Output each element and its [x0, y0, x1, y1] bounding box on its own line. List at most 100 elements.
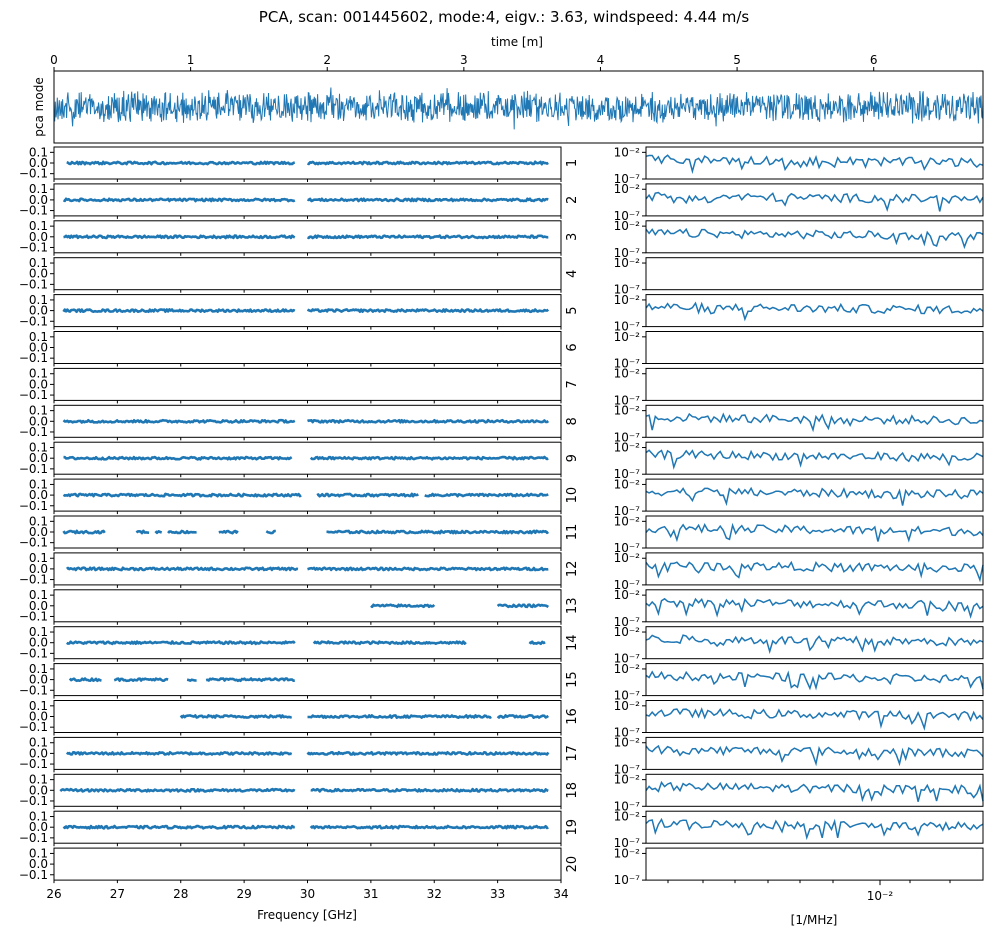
feed-left-frame [53, 183, 562, 217]
feed-row-4: 0.10.0−0.1 4 10⁻² 10⁻⁷ [19, 256, 984, 297]
spectrum-ytick-label: 10⁻⁷ [614, 762, 641, 776]
spectrum-line [645, 817, 984, 841]
feed-segment [528, 640, 546, 646]
feed-right-frame [645, 404, 984, 438]
feed-label: 16 [565, 708, 580, 725]
feed-left-frame [53, 441, 562, 475]
spectrum-line [645, 191, 984, 212]
feed-right-frame [645, 294, 984, 328]
feed-ytick-label: −0.1 [19, 351, 48, 365]
feed-segment [179, 714, 292, 719]
feed-segment [59, 787, 296, 793]
feed-segment [62, 492, 302, 498]
spectrum-ytick-label: 10⁻² [614, 367, 641, 381]
spectrum-ytick-label: 10⁻² [614, 145, 641, 159]
feed-ytick-label: −0.1 [19, 646, 48, 660]
feed-ytick-label: −0.1 [19, 757, 48, 771]
feed-ytick-label: 0.0 [29, 304, 48, 318]
spectrum-ytick-label: 10⁻⁷ [614, 283, 641, 297]
feed-left-frame [53, 810, 562, 844]
feed-segment [68, 677, 102, 683]
feed-ytick-label: 0.1 [29, 293, 48, 307]
feed-segment [113, 677, 169, 683]
feed-right-frame [645, 773, 984, 807]
feed-ytick-label: 0.0 [29, 746, 48, 760]
left-xtick-label: 34 [553, 887, 568, 901]
feed-segment [65, 751, 293, 756]
feed-row-8: 0.10.0−0.1 8 10⁻² 10⁻⁷ [19, 404, 984, 444]
feed-right-frame [645, 515, 984, 549]
feed-ytick-label: 0.1 [29, 182, 48, 196]
feed-label: 12 [565, 561, 580, 578]
feed-right-frame [645, 441, 984, 475]
feed-ytick-label: −0.1 [19, 425, 48, 439]
feed-segment [306, 234, 549, 240]
feed-segment [66, 160, 295, 166]
spectrum-ytick-label: 10⁻⁷ [614, 726, 641, 740]
spectrum-ytick-label: 10⁻⁷ [614, 873, 641, 887]
feed-segment [496, 603, 550, 609]
feed-ytick-label: 0.1 [29, 662, 48, 676]
top-panel-frame [53, 70, 984, 144]
spectrum-line [645, 634, 984, 655]
feed-ytick-label: −0.1 [19, 794, 48, 808]
spectrum-ytick-label: 10⁻² [614, 662, 641, 676]
feed-ytick-label: 0.0 [29, 156, 48, 170]
feed-label: 20 [565, 856, 580, 873]
feed-left-frame [53, 589, 562, 623]
feed-ytick-label: 0.1 [29, 367, 48, 381]
feed-ytick-label: −0.1 [19, 314, 48, 328]
left-xtick-label: 29 [236, 887, 251, 901]
feed-label: 1 [565, 159, 580, 167]
feed-row-14: 0.10.0−0.1 14 10⁻² 10⁻⁷ [19, 625, 984, 666]
feed-ytick-label: 0.0 [29, 783, 48, 797]
feed-segment [205, 677, 295, 683]
feed-label: 4 [565, 270, 580, 278]
spectrum-ytick-label: 10⁻² [614, 330, 641, 344]
feed-label: 10 [565, 487, 580, 504]
feed-label: 9 [565, 454, 580, 462]
feed-segment [154, 530, 163, 535]
feed-panels: 0.10.0−0.1110⁻²10⁻⁷0.10.0−0.1210⁻²10⁻⁷0.… [19, 145, 984, 887]
feed-ytick-label: 0.0 [29, 857, 48, 871]
feed-row-7: 0.10.0−0.1 7 10⁻² 10⁻⁷ [19, 367, 984, 407]
feed-row-15: 0.10.0−0.1 15 10⁻² 10⁻⁷ [19, 662, 984, 703]
feed-ytick-label: 0.1 [29, 810, 48, 824]
feed-left-frame [53, 404, 562, 438]
feed-ytick-label: 0.0 [29, 525, 48, 539]
spectrum-line [645, 301, 984, 322]
top-panel-series [53, 87, 984, 130]
left-xtick-label: 30 [300, 887, 315, 901]
feed-segment [306, 750, 550, 756]
feed-ytick-label: −0.1 [19, 868, 48, 882]
top-panel-ylabel: pca mode [32, 77, 46, 136]
feed-ytick-label: −0.1 [19, 240, 48, 254]
feed-ytick-label: −0.1 [19, 462, 48, 476]
feed-ytick-label: −0.1 [19, 499, 48, 513]
feed-segment [326, 529, 550, 535]
feed-ytick-label: −0.1 [19, 720, 48, 734]
feed-left-frame [53, 626, 562, 660]
feed-right-frame [645, 220, 984, 254]
feed-row-16: 0.10.0−0.1 16 10⁻² 10⁻⁷ [19, 699, 984, 740]
feed-row-3: 0.10.0−0.1 3 10⁻² 10⁻⁷ [19, 219, 984, 260]
spectrum-line [645, 780, 984, 803]
feed-label: 7 [565, 380, 580, 388]
feed-segment [310, 787, 549, 793]
top-panel-xlabel: time [m] [491, 35, 543, 49]
spectrum-ytick-label: 10⁻² [614, 293, 641, 307]
spectrum-ytick-label: 10⁻⁷ [614, 246, 641, 260]
feed-segment [496, 714, 550, 719]
feed-ytick-label: −0.1 [19, 831, 48, 845]
feed-ytick-label: −0.1 [19, 388, 48, 402]
left-xtick-label: 28 [173, 887, 188, 901]
spectrum-line [645, 227, 984, 250]
feed-left-frame [53, 663, 562, 697]
feed-ytick-label: 0.0 [29, 377, 48, 391]
feed-ytick-label: 0.0 [29, 341, 48, 355]
feed-left-frame [53, 220, 562, 254]
left-xtick-label: 31 [363, 887, 378, 901]
feed-ytick-label: 0.0 [29, 414, 48, 428]
feed-label: 13 [565, 598, 580, 615]
